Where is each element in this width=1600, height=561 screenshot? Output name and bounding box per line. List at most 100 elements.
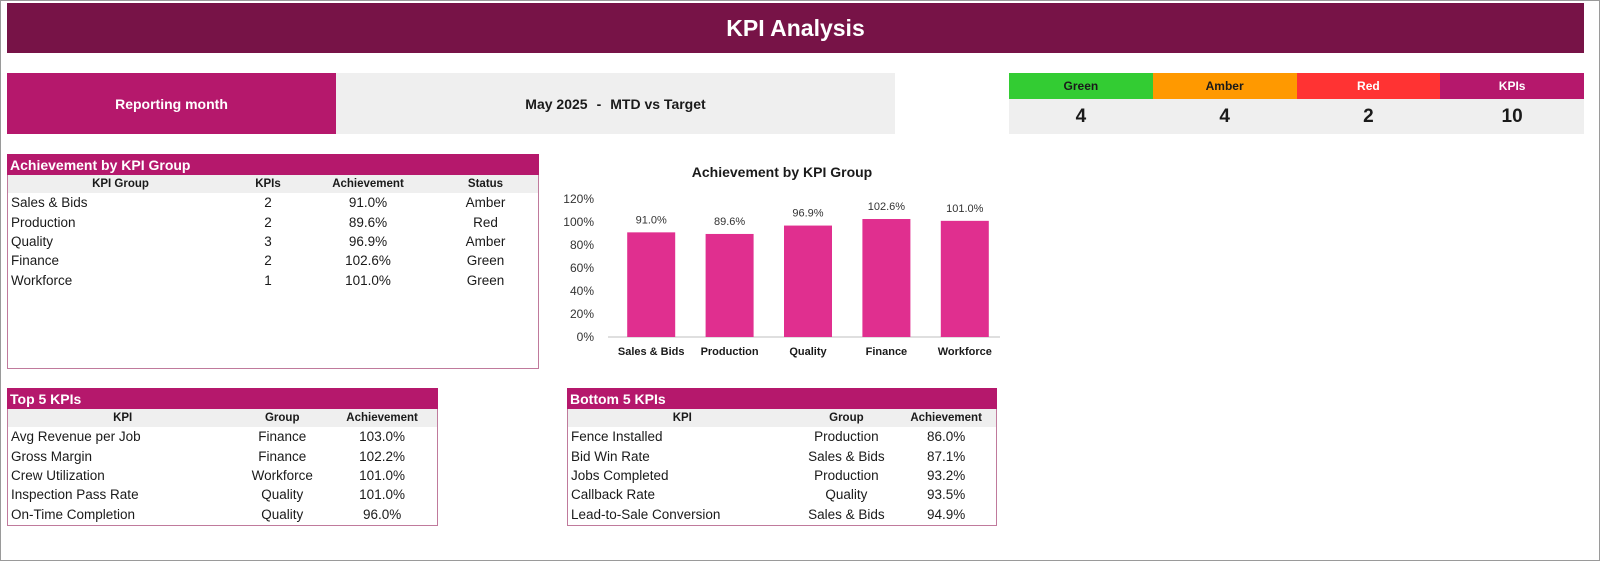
kpi-name: Bid Win Rate: [571, 448, 650, 464]
status-green-label: Green: [1009, 73, 1153, 99]
status-red: Red 2: [1296, 73, 1441, 134]
x-tick-label: Workforce: [938, 346, 992, 358]
status-kpis-count: 10: [1440, 99, 1584, 134]
status-green-count: 4: [1009, 99, 1153, 134]
table-row: On-Time Completion Quality 96.0%: [8, 505, 437, 524]
reporting-month-label: Reporting month: [7, 73, 336, 134]
achievement: 87.1%: [926, 448, 966, 464]
table-row: Lead-to-Sale Conversion Sales & Bids 94.…: [568, 505, 996, 524]
status-summary: Green 4 Amber 4 Red 2 KPIs 10: [1009, 73, 1584, 134]
group-achievement-panel: Achievement by KPI Group KPI Group KPIs …: [7, 154, 539, 369]
table-header-row: KPI Group Achievement: [568, 409, 996, 427]
kpi-group: Quality: [11, 233, 54, 249]
achievement: 96.0%: [362, 506, 402, 522]
kpi-group: Workforce: [251, 467, 313, 483]
kpi-count: 3: [264, 233, 272, 249]
status-kpis-label: KPIs: [1440, 73, 1584, 99]
bar: [862, 219, 911, 337]
table-row: Finance 2 102.6% Green: [8, 251, 538, 270]
col-header-achievement: Achievement: [896, 409, 996, 427]
page-title-text: KPI Analysis: [726, 14, 865, 41]
kpi-count: 1: [264, 272, 272, 288]
achievement: 89.6%: [348, 214, 388, 230]
bottom5-table: KPI Group Achievement Fence Installed Pr…: [568, 409, 996, 524]
top5-table: KPI Group Achievement Avg Revenue per Jo…: [8, 409, 437, 524]
kpi-group: Quality: [261, 487, 304, 503]
col-header-kpis: KPIs: [233, 175, 303, 193]
achievement: 101.0%: [359, 487, 405, 503]
status-red-count: 2: [1296, 99, 1441, 134]
achievement: 94.9%: [926, 506, 966, 522]
achievement: 93.2%: [926, 467, 966, 483]
achievement: 86.0%: [926, 429, 966, 445]
kpi-name: Jobs Completed: [571, 467, 669, 483]
bottom5-panel: Bottom 5 KPIs KPI Group Achievement Fenc…: [567, 388, 997, 526]
achievement: 96.9%: [348, 233, 388, 249]
data-label: 102.6%: [868, 201, 906, 213]
table-row: Crew Utilization Workforce 101.0%: [8, 466, 437, 485]
kpi-name: Fence Installed: [571, 429, 663, 445]
col-header-group: Group: [237, 409, 328, 427]
table-row: Avg Revenue per Job Finance 103.0%: [8, 427, 437, 446]
kpi-group: Finance: [258, 448, 307, 464]
reporting-month: May 2025: [525, 95, 588, 112]
achievement: 103.0%: [359, 429, 405, 445]
y-tick-label: 120%: [563, 192, 594, 206]
col-header-status: Status: [433, 175, 538, 193]
bar: [627, 232, 676, 337]
table-row: Bid Win Rate Sales & Bids 87.1%: [568, 446, 996, 465]
kpi-group: Sales & Bids: [808, 506, 885, 522]
kpi-name: Avg Revenue per Job: [11, 429, 141, 445]
achievement: 101.0%: [359, 467, 405, 483]
status: Amber: [465, 233, 506, 249]
kpi-name: Crew Utilization: [11, 467, 105, 483]
kpi-name: Lead-to-Sale Conversion: [571, 506, 721, 522]
table-row: Sales & Bids 2 91.0% Amber: [8, 193, 538, 212]
y-tick-label: 0%: [577, 330, 595, 344]
reporting-month-label-text: Reporting month: [115, 95, 228, 112]
achievement-chart[interactable]: Achievement by KPI Group 0% 20% 40% 60% 80% 1…: [560, 156, 1004, 366]
status-amber: Amber 4: [1152, 73, 1297, 134]
x-tick-label: Finance: [866, 346, 908, 358]
kpi-name: Gross Margin: [11, 448, 93, 464]
x-tick-label: Sales & Bids: [618, 346, 685, 358]
top5-panel: Top 5 KPIs KPI Group Achievement Avg Rev…: [7, 388, 438, 526]
bar: [705, 233, 754, 337]
kpi-group: Finance: [11, 253, 60, 269]
kpi-group: Quality: [825, 487, 868, 503]
kpi-group: Finance: [258, 429, 307, 445]
status-kpis: KPIs 10: [1440, 73, 1584, 134]
achievement: 101.0%: [345, 272, 391, 288]
status-green: Green 4: [1009, 73, 1153, 134]
data-label: 89.6%: [714, 216, 745, 228]
reporting-month-value[interactable]: May 2025 - MTD vs Target: [336, 73, 895, 134]
chart-svg: 0% 20% 40% 60% 80% 100% 120% 91.0% Sales & Bids 8…: [563, 192, 1000, 358]
status: Green: [466, 272, 505, 288]
y-tick-label: 60%: [570, 261, 594, 275]
kpi-group: Workforce: [11, 272, 73, 288]
group-achievement-table: KPI Group KPIs Achievement Status Sales …: [8, 175, 538, 290]
bottom5-title: Bottom 5 KPIs: [567, 388, 997, 409]
table-row: Gross Margin Finance 102.2%: [8, 446, 437, 465]
kpi-name: Callback Rate: [571, 487, 656, 503]
reporting-separator: -: [596, 95, 602, 112]
achievement: 91.0%: [348, 195, 388, 211]
y-tick-label: 20%: [570, 307, 594, 321]
y-tick-label: 100%: [563, 215, 594, 229]
col-header-achievement: Achievement: [327, 409, 437, 427]
achievement: 102.6%: [345, 253, 391, 269]
status: Green: [466, 253, 505, 269]
kpi-group: Quality: [261, 506, 304, 522]
table-row: Workforce 1 101.0% Green: [8, 271, 538, 290]
status-red-label: Red: [1296, 73, 1441, 99]
bar: [784, 225, 832, 337]
col-header-kpi-group: KPI Group: [8, 175, 233, 193]
status: Red: [473, 214, 498, 230]
page-title: KPI Analysis: [7, 3, 1584, 53]
y-tick-label: 40%: [570, 284, 594, 298]
table-row: Production 2 89.6% Red: [8, 212, 538, 231]
data-label: 91.0%: [636, 214, 667, 226]
data-label: 101.0%: [946, 203, 984, 215]
col-header-kpi: KPI: [568, 409, 797, 427]
chart-title: Achievement by KPI Group: [691, 164, 873, 180]
